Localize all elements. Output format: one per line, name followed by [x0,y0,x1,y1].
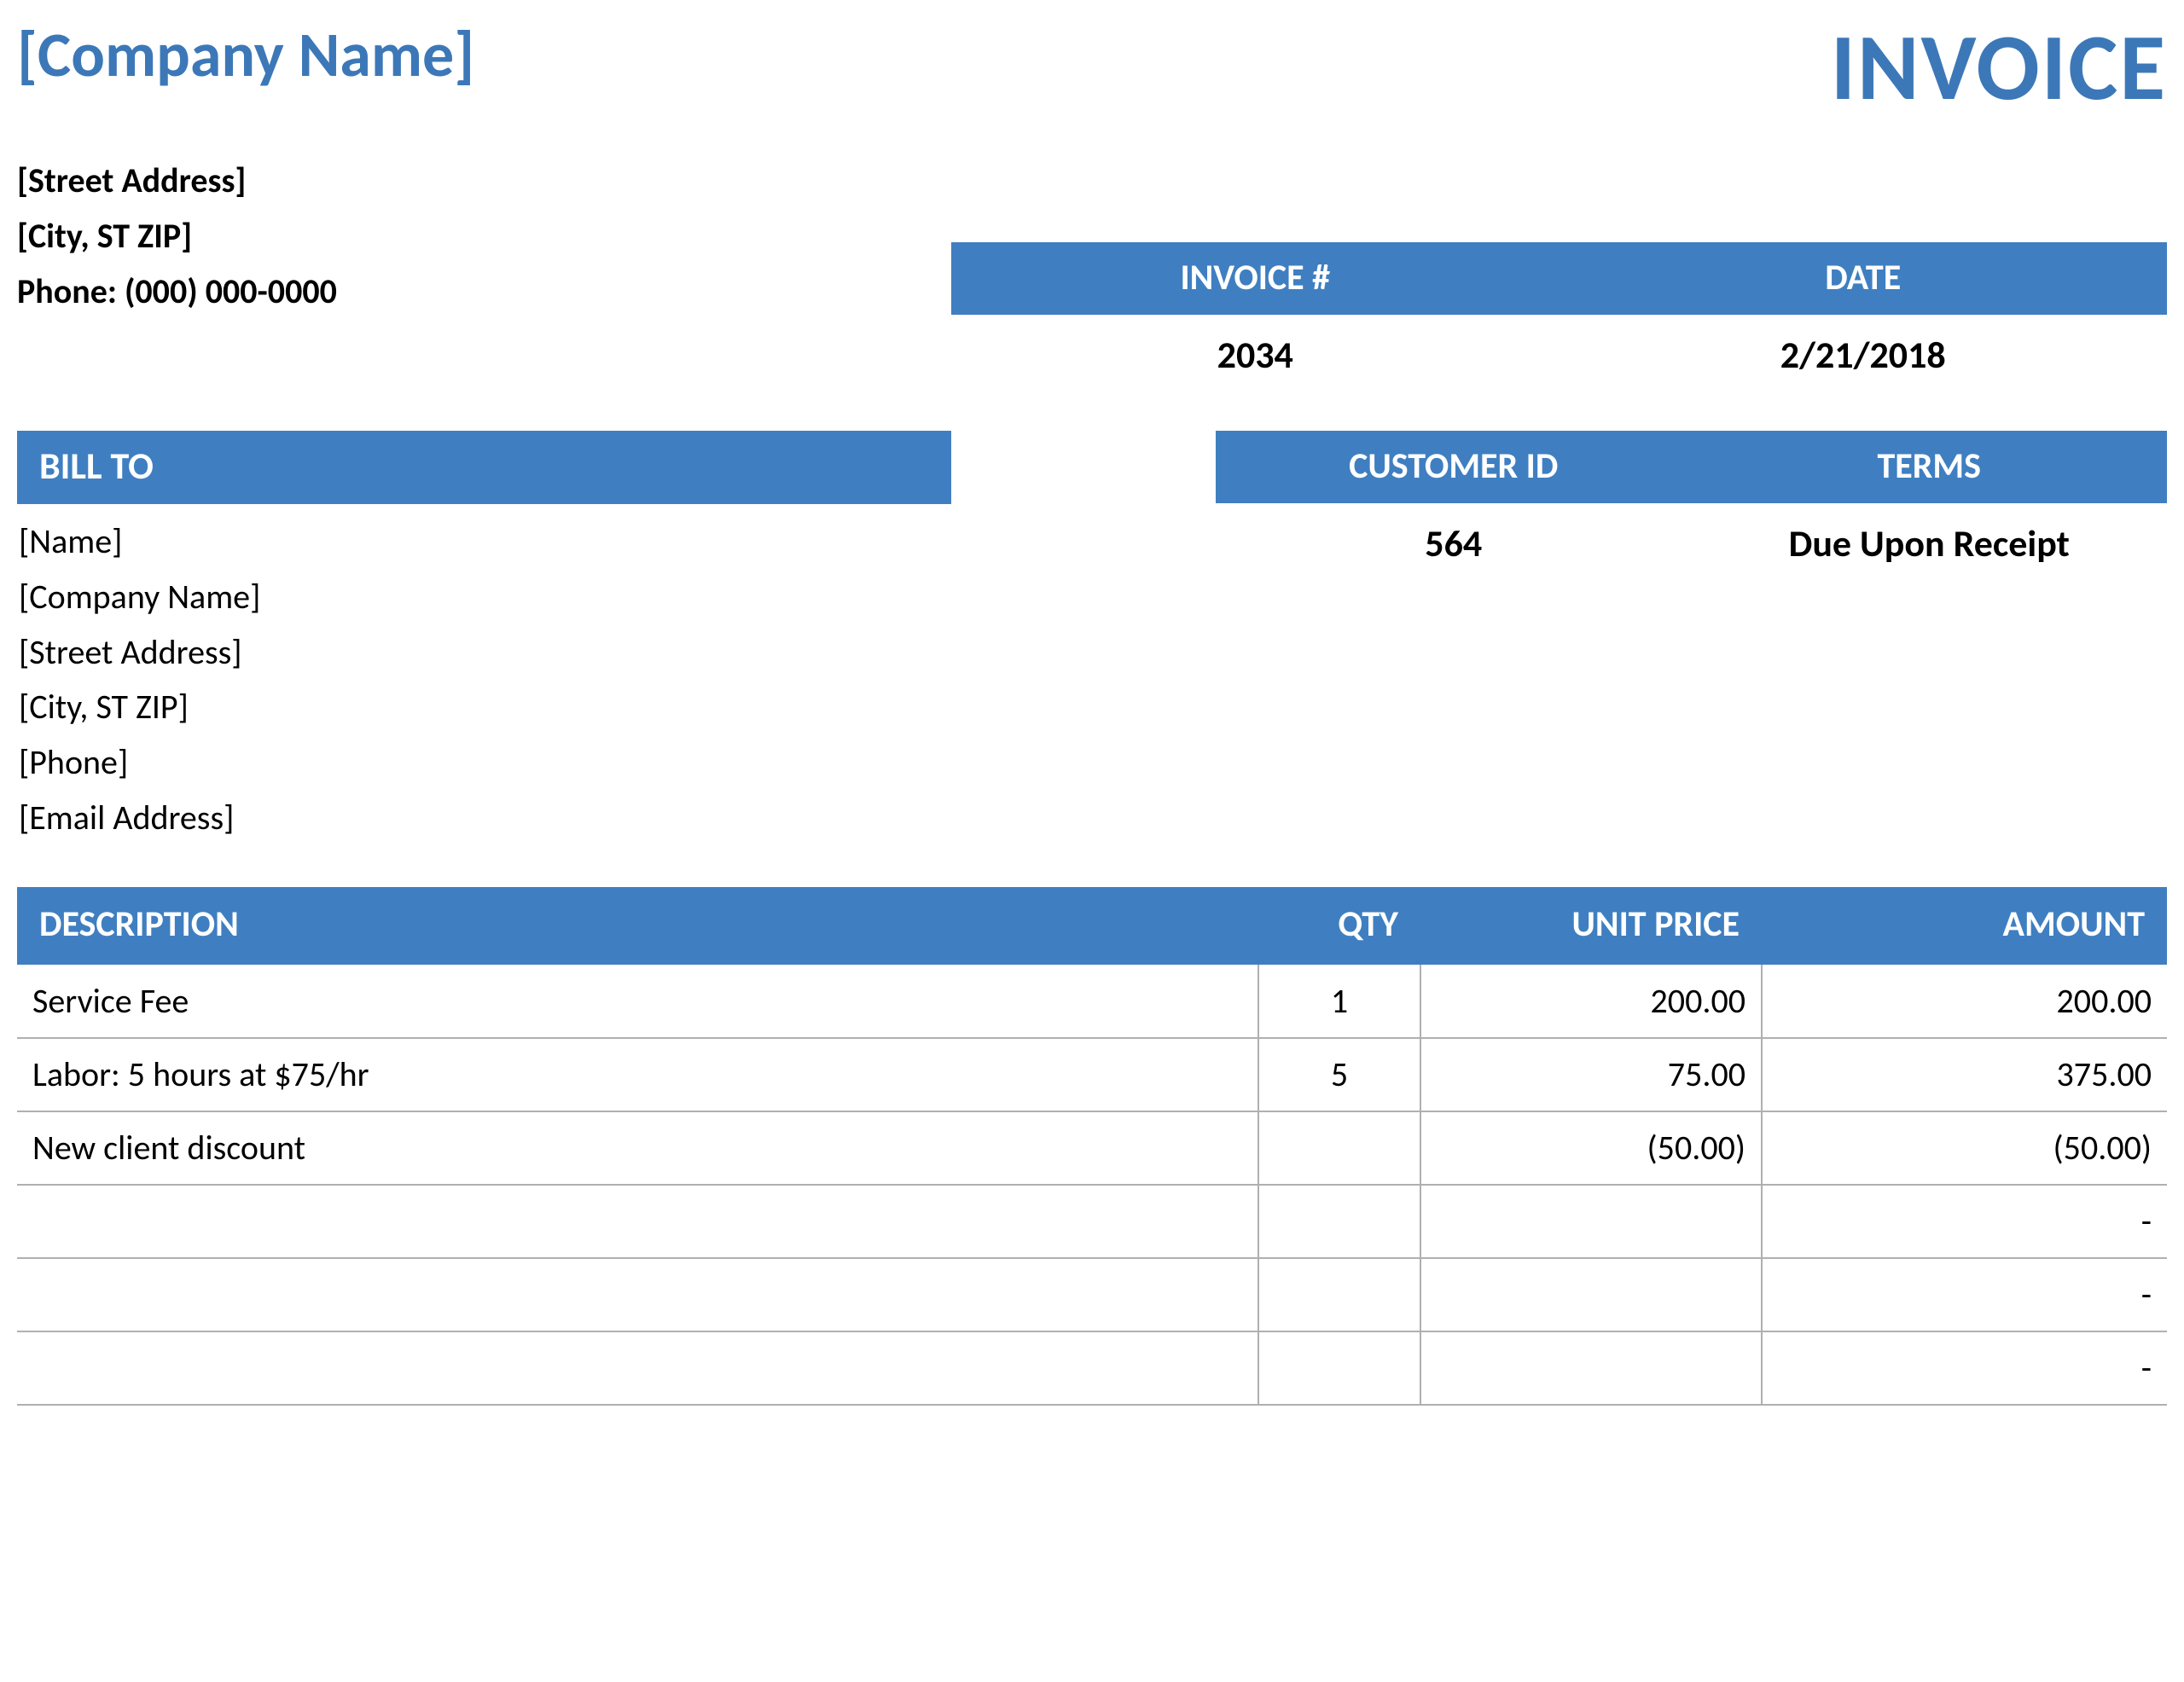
value-terms: Due Upon Receipt [1692,503,2168,583]
cell-description: New client discount [17,1111,1258,1185]
bill-to-street: [Street Address] [19,625,951,681]
header-description: DESCRIPTION [17,887,1258,965]
bill-to-name: [Name] [19,514,951,570]
cell-qty: 1 [1258,965,1420,1038]
cell-amount: 200.00 [1762,965,2167,1038]
cell-qty [1258,1185,1420,1258]
company-address-block: [Street Address] [City, ST ZIP] Phone: (… [17,154,951,395]
cell-description: Labor: 5 hours at $75/hr [17,1038,1258,1111]
table-row: - [17,1185,2167,1258]
invoice-meta-table-2: CUSTOMER ID TERMS 564 Due Upon Receipt [1216,431,2167,583]
table-row: Service Fee 1 200.00 200.00 [17,965,2167,1038]
cell-amount: - [1762,1258,2167,1331]
header-amount: AMOUNT [1762,887,2167,965]
header-invoice-no: INVOICE # [951,242,1560,315]
cell-unit-price: 200.00 [1420,965,1762,1038]
items-header-row: DESCRIPTION QTY UNIT PRICE AMOUNT [17,887,2167,965]
bill-to-city-st-zip: [City, ST ZIP] [19,680,951,735]
cell-qty [1258,1331,1420,1405]
company-phone: Phone: (000) 000-0000 [17,264,951,320]
company-street: [Street Address] [17,154,951,209]
value-customer-id: 564 [1216,503,1692,583]
bill-to-phone: [Phone] [19,735,951,791]
header-customer-id: CUSTOMER ID [1216,431,1692,503]
header-unit-price: UNIT PRICE [1420,887,1762,965]
cell-unit-price [1420,1331,1762,1405]
table-row: - [17,1258,2167,1331]
bill-to-email: [Email Address] [19,791,951,846]
cell-unit-price [1420,1185,1762,1258]
table-row: - [17,1331,2167,1405]
invoice-meta-table-1: INVOICE # DATE 2034 2/21/2018 [951,242,2167,395]
items-table: DESCRIPTION QTY UNIT PRICE AMOUNT Servic… [17,887,2167,1406]
cell-qty [1258,1111,1420,1185]
cell-qty: 5 [1258,1038,1420,1111]
header-date: DATE [1560,242,2168,315]
cell-amount: - [1762,1331,2167,1405]
value-date: 2/21/2018 [1560,315,2168,395]
cell-amount: 375.00 [1762,1038,2167,1111]
table-row: Labor: 5 hours at $75/hr 5 75.00 375.00 [17,1038,2167,1111]
cell-amount: - [1762,1185,2167,1258]
company-city-st-zip: [City, ST ZIP] [17,209,951,264]
company-name: [Company Name] [17,20,474,90]
cell-description [17,1185,1258,1258]
cell-unit-price: 75.00 [1420,1038,1762,1111]
cell-description: Service Fee [17,965,1258,1038]
cell-amount: (50.00) [1762,1111,2167,1185]
cell-unit-price [1420,1258,1762,1331]
value-invoice-no: 2034 [951,315,1560,395]
table-row: New client discount (50.00) (50.00) [17,1111,2167,1185]
header-terms: TERMS [1692,431,2168,503]
cell-description [17,1331,1258,1405]
cell-unit-price: (50.00) [1420,1111,1762,1185]
cell-qty [1258,1258,1420,1331]
bill-to-header: BILL TO [17,431,951,504]
cell-description [17,1258,1258,1331]
bill-to-block: [Name] [Company Name] [Street Address] [… [17,504,951,846]
bill-to-company: [Company Name] [19,570,951,625]
header-qty: QTY [1258,887,1420,965]
invoice-title: INVOICE [1831,20,2167,114]
